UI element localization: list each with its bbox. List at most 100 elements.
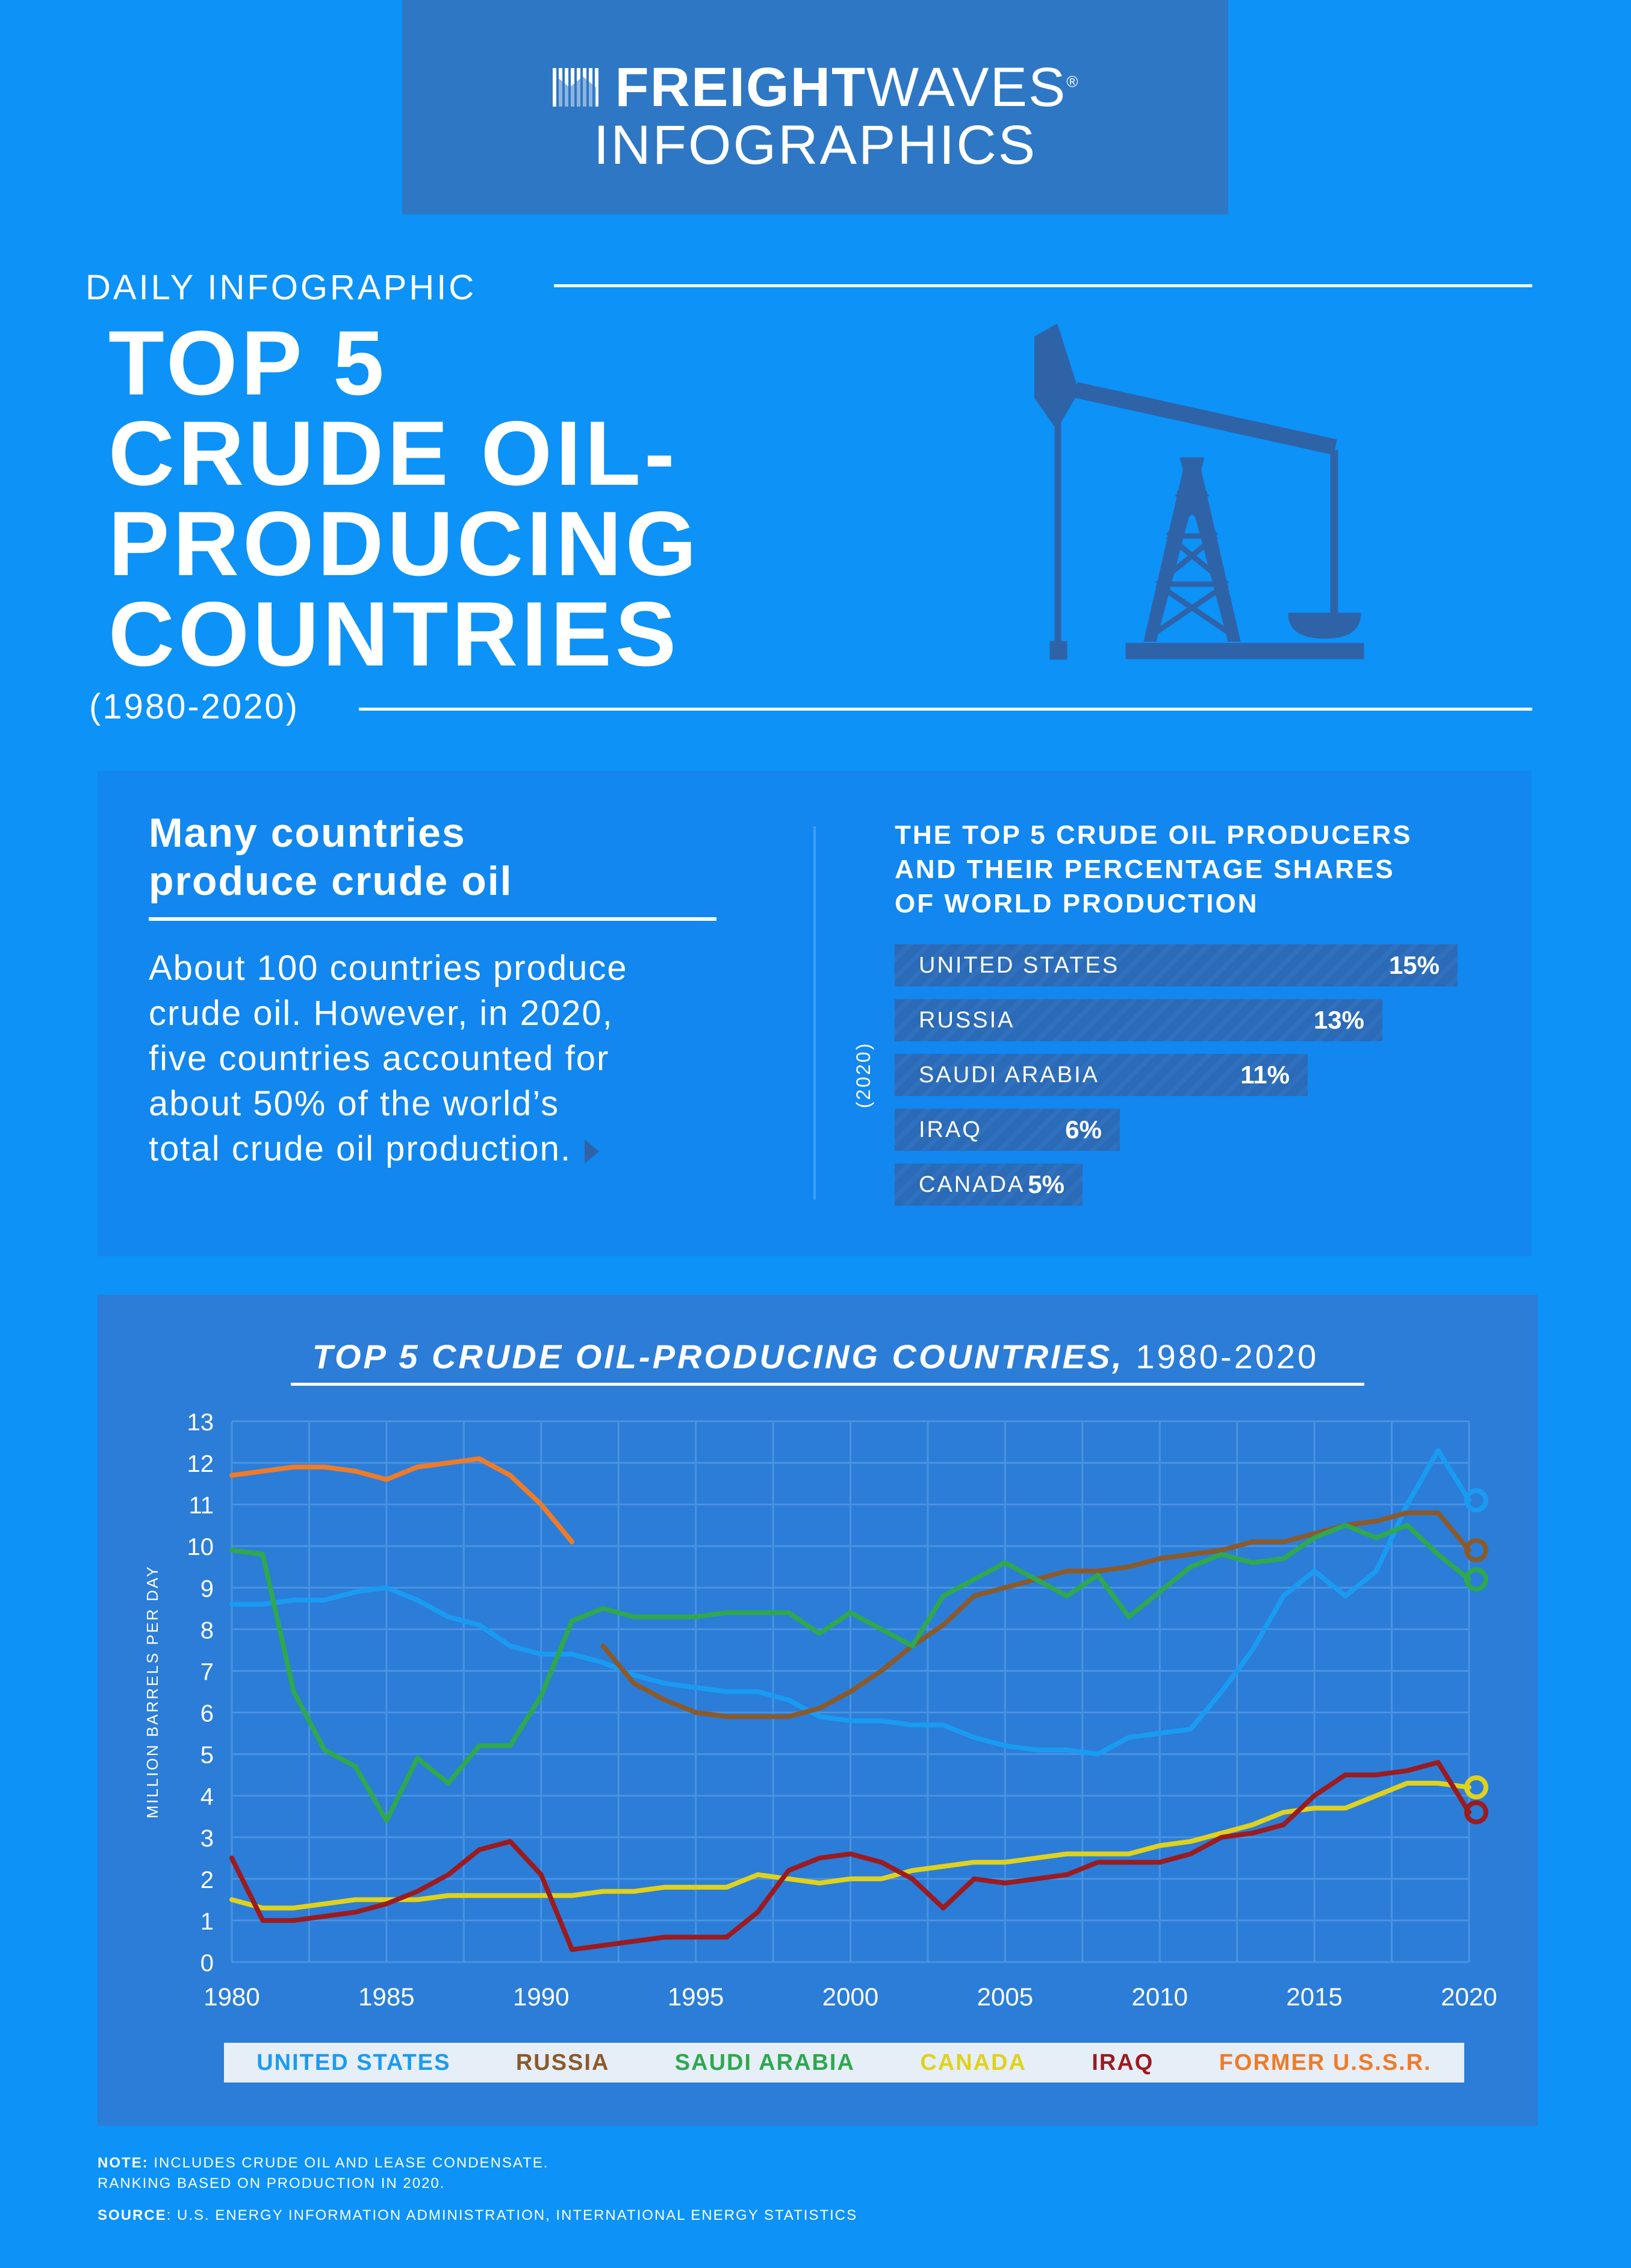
freightwaves-logo-icon bbox=[552, 68, 598, 107]
share-chart-title: THE TOP 5 CRUDE OIL PRODUCERS AND THEIR … bbox=[895, 818, 1521, 921]
x-tick-label: 1985 bbox=[358, 1983, 414, 2011]
brand-bold: FREIGHT bbox=[615, 57, 867, 118]
y-tick-label: 4 bbox=[200, 1784, 214, 1810]
series-end-marker bbox=[1464, 1567, 1488, 1592]
y-tick-label: 6 bbox=[200, 1701, 214, 1727]
title-line-2: CRUDE OIL- bbox=[108, 402, 679, 505]
kicker-text: DAILY INFOGRAPHIC bbox=[85, 268, 477, 307]
chart-legend: UNITED STATES RUSSIA SAUDI ARABIA CANADA IRA… bbox=[224, 2043, 1464, 2083]
legend-item: IRAQ bbox=[1092, 2049, 1154, 2075]
series-line-canada bbox=[229, 1781, 1471, 1911]
share-value-label: 11% bbox=[1240, 1061, 1290, 1089]
source-text: : U.S. ENERGY INFORMATION ADMINISTRATION… bbox=[166, 2207, 858, 2223]
share-title-line-3: OF WORLD PRODUCTION bbox=[895, 889, 1259, 918]
info-body: About 100 countries produce crude oil. H… bbox=[149, 946, 751, 1171]
share-country-label: UNITED STATES bbox=[919, 953, 1120, 978]
x-tick-label: 2005 bbox=[977, 1983, 1033, 2011]
series-line-iraq bbox=[229, 1760, 1471, 1952]
year-range-rule bbox=[359, 708, 1532, 711]
y-tick-label: 7 bbox=[200, 1659, 214, 1685]
legend-item: UNITED STATES bbox=[256, 2049, 451, 2075]
y-tick-label: 13 bbox=[187, 1409, 214, 1436]
series-line-saudi-arabia bbox=[229, 1522, 1471, 1824]
series-line-united-states bbox=[229, 1448, 1471, 1757]
share-title-line-1: THE TOP 5 CRUDE OIL PRODUCERS bbox=[895, 820, 1412, 850]
y-tick-label: 3 bbox=[200, 1825, 214, 1852]
share-title-line-2: AND THEIR PERCENTAGE SHARES bbox=[895, 855, 1395, 884]
y-tick-label: 1 bbox=[200, 1908, 214, 1935]
info-body-line-4: about 50% of the world’s bbox=[149, 1084, 560, 1123]
series-end-marker bbox=[1464, 1800, 1488, 1825]
x-tick-label: 1990 bbox=[513, 1983, 569, 2011]
info-heading-line-2: produce crude oil bbox=[149, 858, 513, 904]
y-tick-label: 10 bbox=[187, 1534, 214, 1560]
share-bar: RUSSIA 13% bbox=[895, 999, 1382, 1041]
y-tick-label: 8 bbox=[200, 1617, 214, 1643]
note-text: INCLUDES CRUDE OIL AND LEASE CONDENSATE. bbox=[148, 2155, 549, 2171]
x-tick-label: 2010 bbox=[1132, 1983, 1188, 2011]
brand-name: FREIGHTWAVES® bbox=[615, 60, 1080, 115]
chart-title: TOP 5 CRUDE OIL-PRODUCING COUNTRIES, 198… bbox=[0, 1337, 1631, 1376]
info-heading-rule bbox=[149, 917, 716, 921]
y-axis-label: MILLION BARRELS PER DAY bbox=[143, 1565, 161, 1818]
info-body-line-1: About 100 countries produce bbox=[149, 949, 628, 988]
title-line-1: TOP 5 bbox=[108, 312, 388, 414]
share-country-label: IRAQ bbox=[919, 1117, 982, 1142]
title-line-4: COUNTRIES bbox=[108, 583, 680, 685]
arrow-right-icon bbox=[585, 1139, 600, 1164]
series-end-marker bbox=[1464, 1775, 1488, 1799]
share-country-label: SAUDI ARABIA bbox=[919, 1062, 1099, 1088]
info-body-line-5-text: total crude oil production. bbox=[149, 1129, 572, 1168]
share-year-label: (2020) bbox=[853, 1042, 874, 1109]
header-banner: FREIGHTWAVES® INFOGRAPHICS bbox=[402, 0, 1228, 214]
legend-item: SAUDI ARABIA bbox=[674, 2049, 855, 2075]
x-tick-label: 2015 bbox=[1286, 1983, 1342, 2011]
x-tick-label: 2000 bbox=[822, 1983, 878, 2011]
legend-item: CANADA bbox=[920, 2049, 1027, 2075]
y-tick-label: 9 bbox=[200, 1575, 214, 1602]
chart-title-main: TOP 5 CRUDE OIL-PRODUCING COUNTRIES, bbox=[312, 1338, 1124, 1375]
footer-source: SOURCE: U.S. ENERGY INFORMATION ADMINIST… bbox=[98, 2207, 857, 2224]
share-bar: SAUDI ARABIA 11% bbox=[895, 1054, 1308, 1096]
info-body-line-3: five countries accounted for bbox=[149, 1039, 610, 1078]
title-line-3: PRODUCING bbox=[108, 493, 700, 595]
share-country-label: RUSSIA bbox=[919, 1008, 1015, 1033]
legend-item: RUSSIA bbox=[515, 2049, 610, 2075]
page-title: TOP 5 CRUDE OIL- PRODUCING COUNTRIES bbox=[108, 312, 891, 685]
series-end-marker bbox=[1464, 1488, 1488, 1513]
share-bar: IRAQ 6% bbox=[895, 1109, 1120, 1151]
share-value-label: 13% bbox=[1313, 1006, 1364, 1034]
source-label: SOURCE bbox=[98, 2207, 167, 2223]
oil-pump-icon bbox=[1034, 323, 1364, 660]
legend-item: FORMER U.S.S.R. bbox=[1219, 2049, 1432, 2075]
share-value-label: 5% bbox=[1028, 1170, 1064, 1198]
info-heading: Many countries produce crude oil bbox=[149, 809, 721, 905]
y-tick-label: 12 bbox=[187, 1451, 214, 1477]
share-bar: CANADA 5% bbox=[895, 1164, 1083, 1206]
series-line-former-u-s-s-r- bbox=[229, 1456, 575, 1545]
x-tick-label: 2020 bbox=[1441, 1983, 1497, 2011]
y-tick-label: 0 bbox=[200, 1950, 214, 1977]
series-end-marker bbox=[1464, 1538, 1488, 1563]
share-value-label: 6% bbox=[1065, 1115, 1102, 1144]
brand-registered-mark: ® bbox=[1066, 72, 1080, 91]
y-tick-label: 11 bbox=[188, 1492, 214, 1519]
x-tick-label: 1980 bbox=[203, 1983, 259, 2011]
year-range: (1980-2020) bbox=[89, 687, 299, 726]
info-body-line-5: total crude oil production. bbox=[149, 1126, 751, 1171]
share-value-label: 15% bbox=[1388, 951, 1440, 979]
brand-subtitle: INFOGRAPHICS bbox=[593, 114, 1037, 176]
note-label: NOTE: bbox=[98, 2155, 149, 2171]
share-bar: UNITED STATES 15% bbox=[895, 944, 1458, 986]
info-heading-line-1: Many countries bbox=[149, 810, 466, 856]
brand-row: FREIGHTWAVES® bbox=[402, 54, 1228, 120]
note-text-2: RANKING BASED ON PRODUCTION IN 2020. bbox=[98, 2175, 446, 2192]
y-tick-label: 2 bbox=[200, 1867, 214, 1893]
info-divider bbox=[813, 826, 816, 1200]
brand-light: WAVES bbox=[866, 57, 1067, 118]
info-body-line-2: crude oil. However, in 2020, bbox=[149, 994, 614, 1033]
share-country-label: CANADA bbox=[919, 1172, 1025, 1197]
share-year-label-wrap: (2020) bbox=[853, 1042, 874, 1109]
chart-title-years: 1980-2020 bbox=[1123, 1338, 1319, 1375]
